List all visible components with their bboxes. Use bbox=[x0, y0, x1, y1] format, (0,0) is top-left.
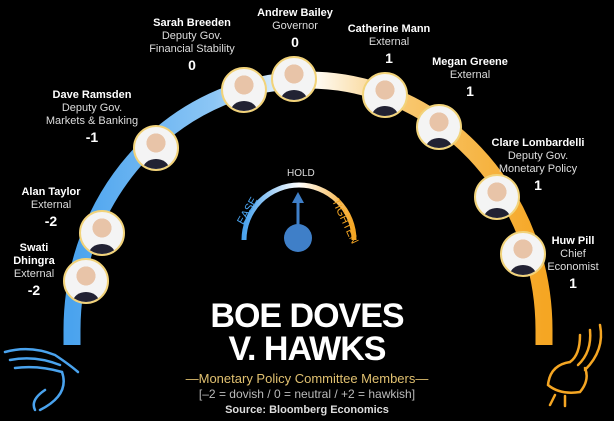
member-label-sarah-breeden: Sarah Breeden Deputy Gov. Financial Stab… bbox=[149, 17, 235, 72]
member-role: Deputy Gov. bbox=[161, 30, 223, 42]
member-label-megan-greene: Megan Greene External 1 bbox=[432, 56, 508, 98]
photo-sarah-breeden bbox=[221, 67, 267, 113]
photo-alan-taylor bbox=[79, 210, 125, 256]
member-role: External bbox=[30, 199, 72, 211]
member-score: 1 bbox=[534, 177, 542, 193]
member-label-swati-dhingra: Swati Dhingra External -2 bbox=[13, 242, 55, 297]
member-role-line2: Monetary Policy bbox=[498, 163, 578, 175]
hawk-icon bbox=[546, 323, 603, 408]
member-label-huw-pill: Huw Pill Chief Economist 1 bbox=[547, 235, 598, 290]
scale-note: [–2 = dovish / 0 = neutral / +2 = hawkis… bbox=[198, 387, 416, 401]
member-role-line2: Markets & Banking bbox=[45, 115, 139, 127]
title-line-1: BOE DOVES bbox=[210, 297, 404, 335]
photo-clare-lombardelli bbox=[474, 174, 520, 220]
needle-arrowhead bbox=[292, 192, 304, 203]
subtitle: —Monetary Policy Committee Members— bbox=[185, 371, 429, 386]
photo-catherine-mann bbox=[362, 72, 408, 118]
member-name: Andrew Bailey bbox=[257, 7, 333, 19]
member-name: Catherine Mann bbox=[347, 23, 431, 35]
member-score: 0 bbox=[291, 34, 299, 50]
member-label-clare-lombardelli: Clare Lombardelli Deputy Gov. Monetary P… bbox=[492, 137, 585, 192]
member-name: Megan Greene bbox=[432, 56, 508, 68]
member-role-line2: Financial Stability bbox=[149, 43, 235, 55]
member-score: -2 bbox=[44, 213, 58, 229]
member-label-andrew-bailey: Andrew Bailey Governor 0 bbox=[257, 7, 333, 49]
member-name: Huw Pill bbox=[551, 235, 595, 247]
member-role: External bbox=[449, 69, 491, 81]
photo-megan-greene bbox=[416, 104, 462, 150]
photo-andrew-bailey bbox=[271, 56, 317, 102]
title-line-2: V. HAWKS bbox=[228, 330, 386, 368]
photo-dave-ramsden bbox=[133, 125, 179, 171]
member-role-line2: Economist bbox=[547, 261, 599, 273]
member-name: Dave Ramsden bbox=[52, 89, 132, 101]
member-name: Swati bbox=[19, 242, 49, 254]
dove-icon bbox=[3, 347, 80, 412]
member-role: Chief bbox=[560, 248, 586, 260]
member-name: Sarah Breeden bbox=[153, 17, 231, 29]
member-score: 1 bbox=[385, 50, 393, 66]
member-role: External bbox=[13, 268, 55, 280]
photo-huw-pill bbox=[500, 231, 546, 277]
member-role: External bbox=[368, 36, 410, 48]
member-label-catherine-mann: Catherine Mann External 1 bbox=[348, 23, 431, 65]
member-name-line2: Dhingra bbox=[13, 255, 55, 267]
main-title: BOE DOVES V. HAWKS bbox=[0, 297, 614, 368]
member-label-alan-taylor: Alan Taylor External -2 bbox=[21, 186, 80, 228]
member-role: Governor bbox=[272, 20, 318, 32]
member-name: Alan Taylor bbox=[21, 186, 81, 198]
source-note: Source: Bloomberg Economics bbox=[225, 404, 389, 416]
gauge-hold-label: HOLD bbox=[287, 168, 315, 179]
member-score: 1 bbox=[569, 275, 577, 291]
member-score: -1 bbox=[85, 129, 99, 145]
member-role: Deputy Gov. bbox=[61, 102, 123, 114]
photo-swati-dhingra bbox=[63, 258, 109, 304]
member-score: 0 bbox=[188, 57, 196, 73]
gauge-arc bbox=[241, 182, 357, 241]
member-score: -2 bbox=[27, 282, 41, 298]
member-name: Clare Lombardelli bbox=[491, 137, 585, 149]
member-label-dave-ramsden: Dave Ramsden Deputy Gov. Markets & Banki… bbox=[46, 89, 138, 144]
member-role: Deputy Gov. bbox=[507, 150, 569, 162]
gauge-hub bbox=[284, 224, 312, 252]
member-score: 1 bbox=[466, 83, 474, 99]
